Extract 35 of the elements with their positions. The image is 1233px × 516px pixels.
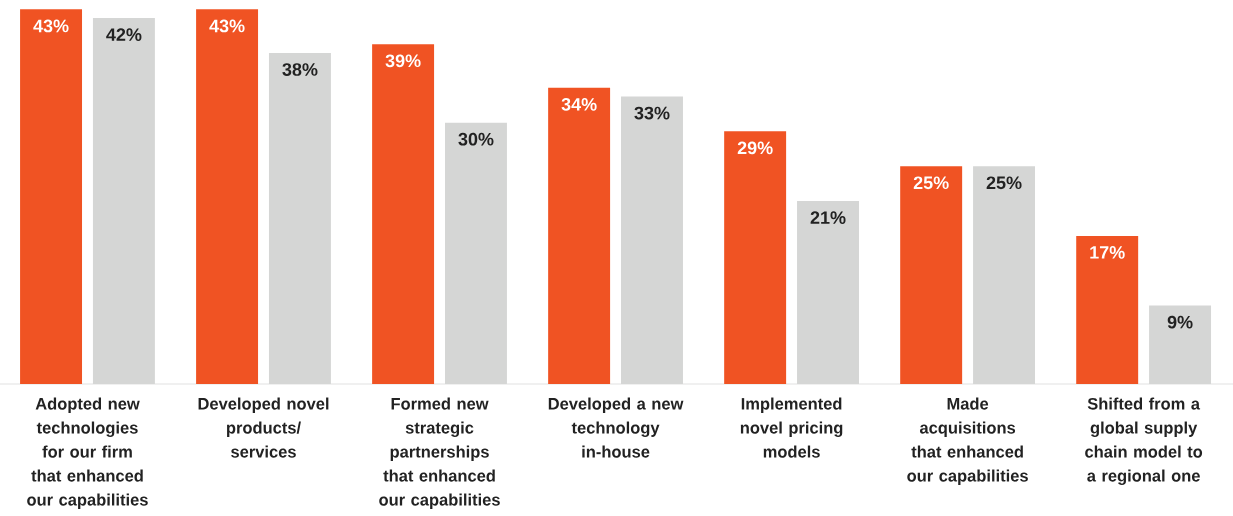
bar — [20, 9, 83, 384]
data-label: 38% — [282, 63, 318, 76]
data-label: 17% — [1090, 246, 1125, 259]
bar — [92, 18, 155, 384]
data-label: 33% — [634, 106, 670, 120]
bar — [196, 9, 259, 384]
data-label: 39% — [385, 54, 421, 68]
bar — [1149, 305, 1212, 384]
x-tick-label: Formed new strategic partnerships that enhanced our capabilities — [379, 397, 500, 509]
x-tick-label: Shifted from a global supply chain model to a regional one — [1085, 397, 1203, 485]
x-tick-label: Developed novel products/ services — [198, 397, 329, 458]
data-label: 25% — [986, 176, 1022, 190]
data-label: 30% — [458, 132, 494, 146]
data-label: 9% — [1167, 315, 1193, 329]
x-tick-label: Developed a new technology in-house — [548, 397, 684, 458]
data-label: 42% — [106, 28, 142, 41]
bar — [621, 96, 683, 384]
bar — [548, 87, 611, 384]
data-label: 43% — [209, 19, 245, 33]
bar — [900, 166, 963, 384]
bar — [444, 122, 507, 384]
data-label: 25% — [913, 176, 949, 190]
bar — [973, 166, 1036, 384]
data-label: 43% — [33, 19, 69, 33]
bar — [724, 131, 787, 384]
bar — [268, 52, 331, 384]
bar — [1076, 235, 1139, 384]
x-tick-label: Implemented novel pricing models — [740, 397, 843, 458]
bar — [797, 201, 859, 384]
bar — [372, 44, 435, 384]
data-label: 29% — [737, 141, 773, 155]
data-label: 34% — [561, 97, 597, 111]
x-tick-label: Adopted new technologies for our firm that enhanced our capabilities — [27, 397, 148, 509]
data-label: 21% — [810, 211, 846, 224]
x-tick-label: Made acquisitions that enhanced our capabilities — [907, 397, 1028, 485]
